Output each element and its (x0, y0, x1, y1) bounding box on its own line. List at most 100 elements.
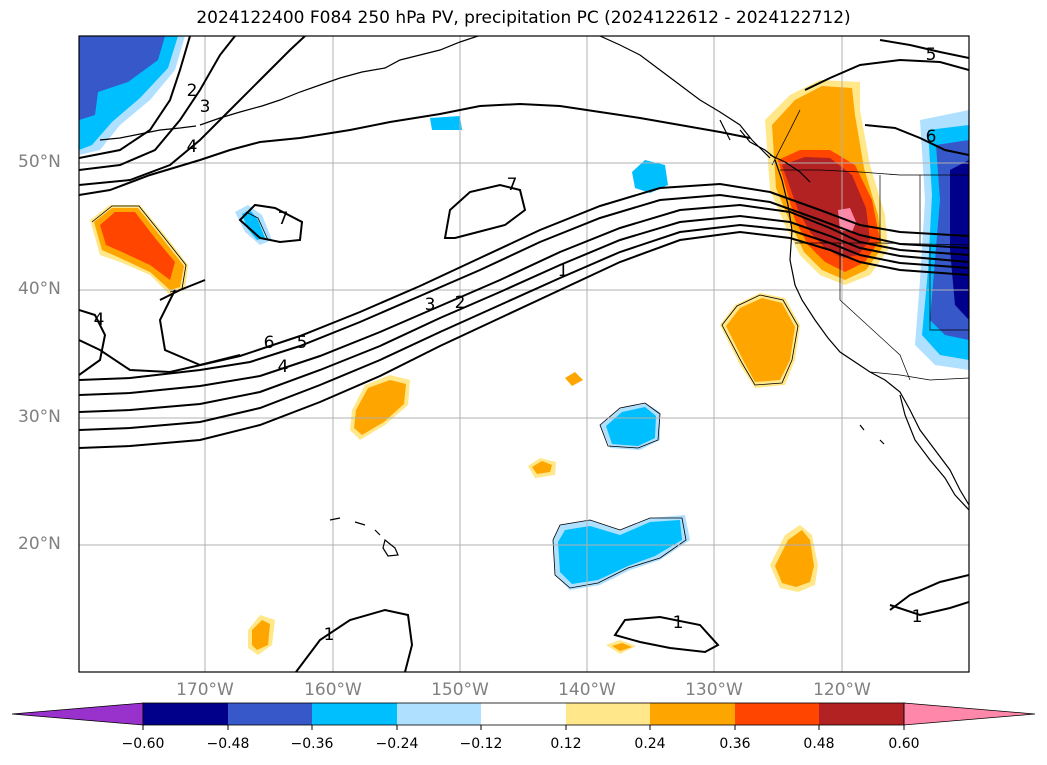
pv-contour-19 (295, 608, 414, 672)
state-borders (795, 175, 969, 381)
colorbar-tick-label: 0.36 (719, 736, 751, 752)
colorbar-tick-label: 0.60 (888, 736, 920, 752)
precip-area (950, 160, 969, 320)
map-frame (78, 35, 970, 673)
lat-label: 50°N (18, 152, 61, 172)
pv-contour-9 (79, 102, 751, 196)
colorbar-segment (735, 703, 819, 725)
pv-contour-6 (79, 182, 969, 374)
hawaii-islands (329, 517, 399, 557)
colorbar-tick-label: 0.12 (550, 736, 582, 752)
pv-contour-22 (889, 601, 969, 617)
graticule (79, 36, 969, 672)
precip-area (782, 157, 870, 258)
contour-label: 4 (278, 357, 289, 377)
vancouver-island (769, 154, 811, 183)
mexico-border (869, 371, 969, 381)
chart-title: 2024122400 F084 250 hPa PV, precipitatio… (196, 8, 851, 28)
lon-label: 170°W (176, 680, 234, 700)
contour-label: 5 (926, 45, 937, 65)
us-canada-border (780, 169, 969, 176)
precip-area (632, 160, 668, 193)
precip-area (532, 461, 552, 474)
precip-area (726, 298, 795, 382)
precip-area (354, 380, 406, 435)
precip-area (242, 210, 265, 240)
contour-label: 3 (425, 295, 436, 315)
lon-label: 160°W (304, 680, 362, 700)
contour-label: 4 (187, 137, 198, 157)
colorbar-segment (481, 703, 566, 725)
colorbar-segment (312, 703, 397, 725)
contour-label: 1 (558, 261, 569, 281)
contour-label: 2 (187, 81, 198, 101)
lon-label: 120°W (813, 680, 871, 700)
lat-label: 40°N (18, 279, 61, 299)
lat-label: 20°N (18, 534, 61, 554)
precip-area (606, 407, 656, 446)
pv-contour-3 (79, 214, 969, 413)
pv-contour-5 (79, 193, 969, 381)
colorbar-extend-high (903, 702, 1036, 726)
pv-contour-11 (79, 36, 236, 171)
pv-contour-4 (79, 203, 969, 396)
pv-contour-20 (613, 615, 720, 654)
pv-contour-18 (879, 39, 969, 59)
lon-label: 150°W (431, 680, 489, 700)
precip-area (430, 116, 462, 130)
precip-area (558, 520, 682, 584)
precip-area (565, 372, 583, 386)
pv-contour-1 (79, 230, 969, 449)
contour-label: 7 (278, 209, 289, 229)
baja-islands (859, 424, 885, 445)
pv-contour-21 (889, 574, 969, 611)
baja-coast (899, 394, 969, 511)
colorbar-segment (819, 703, 904, 725)
precip-area (100, 212, 175, 280)
colorbar-frame (142, 702, 905, 726)
pv-contour-12 (79, 36, 306, 186)
contour-label: 1 (673, 613, 684, 633)
contour-label: 6 (926, 127, 937, 147)
pv-contour-15 (238, 203, 304, 244)
colorbar-segment (650, 703, 735, 725)
contour-label: 3 (200, 97, 211, 117)
contour-label: 1 (912, 607, 923, 627)
alaska-coast (199, 36, 479, 126)
pv-contour-14 (443, 183, 527, 239)
colorbar-tick-label: −0.48 (206, 736, 250, 752)
contour-labels: 1 1 1 1 2 2 3 3 4 4 4 5 5 6 6 7 7 (94, 45, 937, 645)
precip-area (612, 643, 632, 651)
pv-contour-8 (159, 279, 206, 301)
lon-label: 140°W (558, 680, 616, 700)
contour-label: 6 (264, 333, 275, 353)
pv-contour-13 (79, 309, 107, 376)
pv-contours (79, 36, 969, 672)
map-content: 1 1 1 1 2 2 3 3 4 4 4 5 5 6 6 7 7 (79, 36, 969, 672)
pv-contour-7 (158, 289, 241, 367)
colorbar-tick-label: −0.60 (121, 736, 165, 752)
precip-area (775, 530, 814, 587)
precip-area (79, 36, 165, 120)
precip-positive (90, 80, 888, 655)
colorbar-tick-label: 0.24 (634, 736, 666, 752)
contour-label: 1 (324, 625, 335, 645)
lon-label: 130°W (685, 680, 743, 700)
us-west-coast (774, 159, 969, 506)
colorbar-tick-label: −0.12 (459, 736, 503, 752)
pv-contour-16 (804, 58, 969, 91)
colorbar-segment (397, 703, 481, 725)
colorbar-segment (228, 703, 312, 725)
contour-label: 5 (297, 333, 308, 353)
colorbar-segment (566, 703, 650, 725)
precip-area (252, 620, 270, 650)
alaska-gulf-coast (599, 36, 771, 159)
haida-gwaii (719, 119, 731, 141)
pv-contour-2 (79, 223, 969, 431)
coastlines (99, 36, 969, 557)
precip-outlines (91, 109, 801, 589)
aleutian-islands (99, 125, 197, 141)
colorbar-tick-label: −0.24 (375, 736, 419, 752)
colorbar-tick-label: −0.36 (290, 736, 334, 752)
pv-contour-17 (864, 124, 969, 156)
